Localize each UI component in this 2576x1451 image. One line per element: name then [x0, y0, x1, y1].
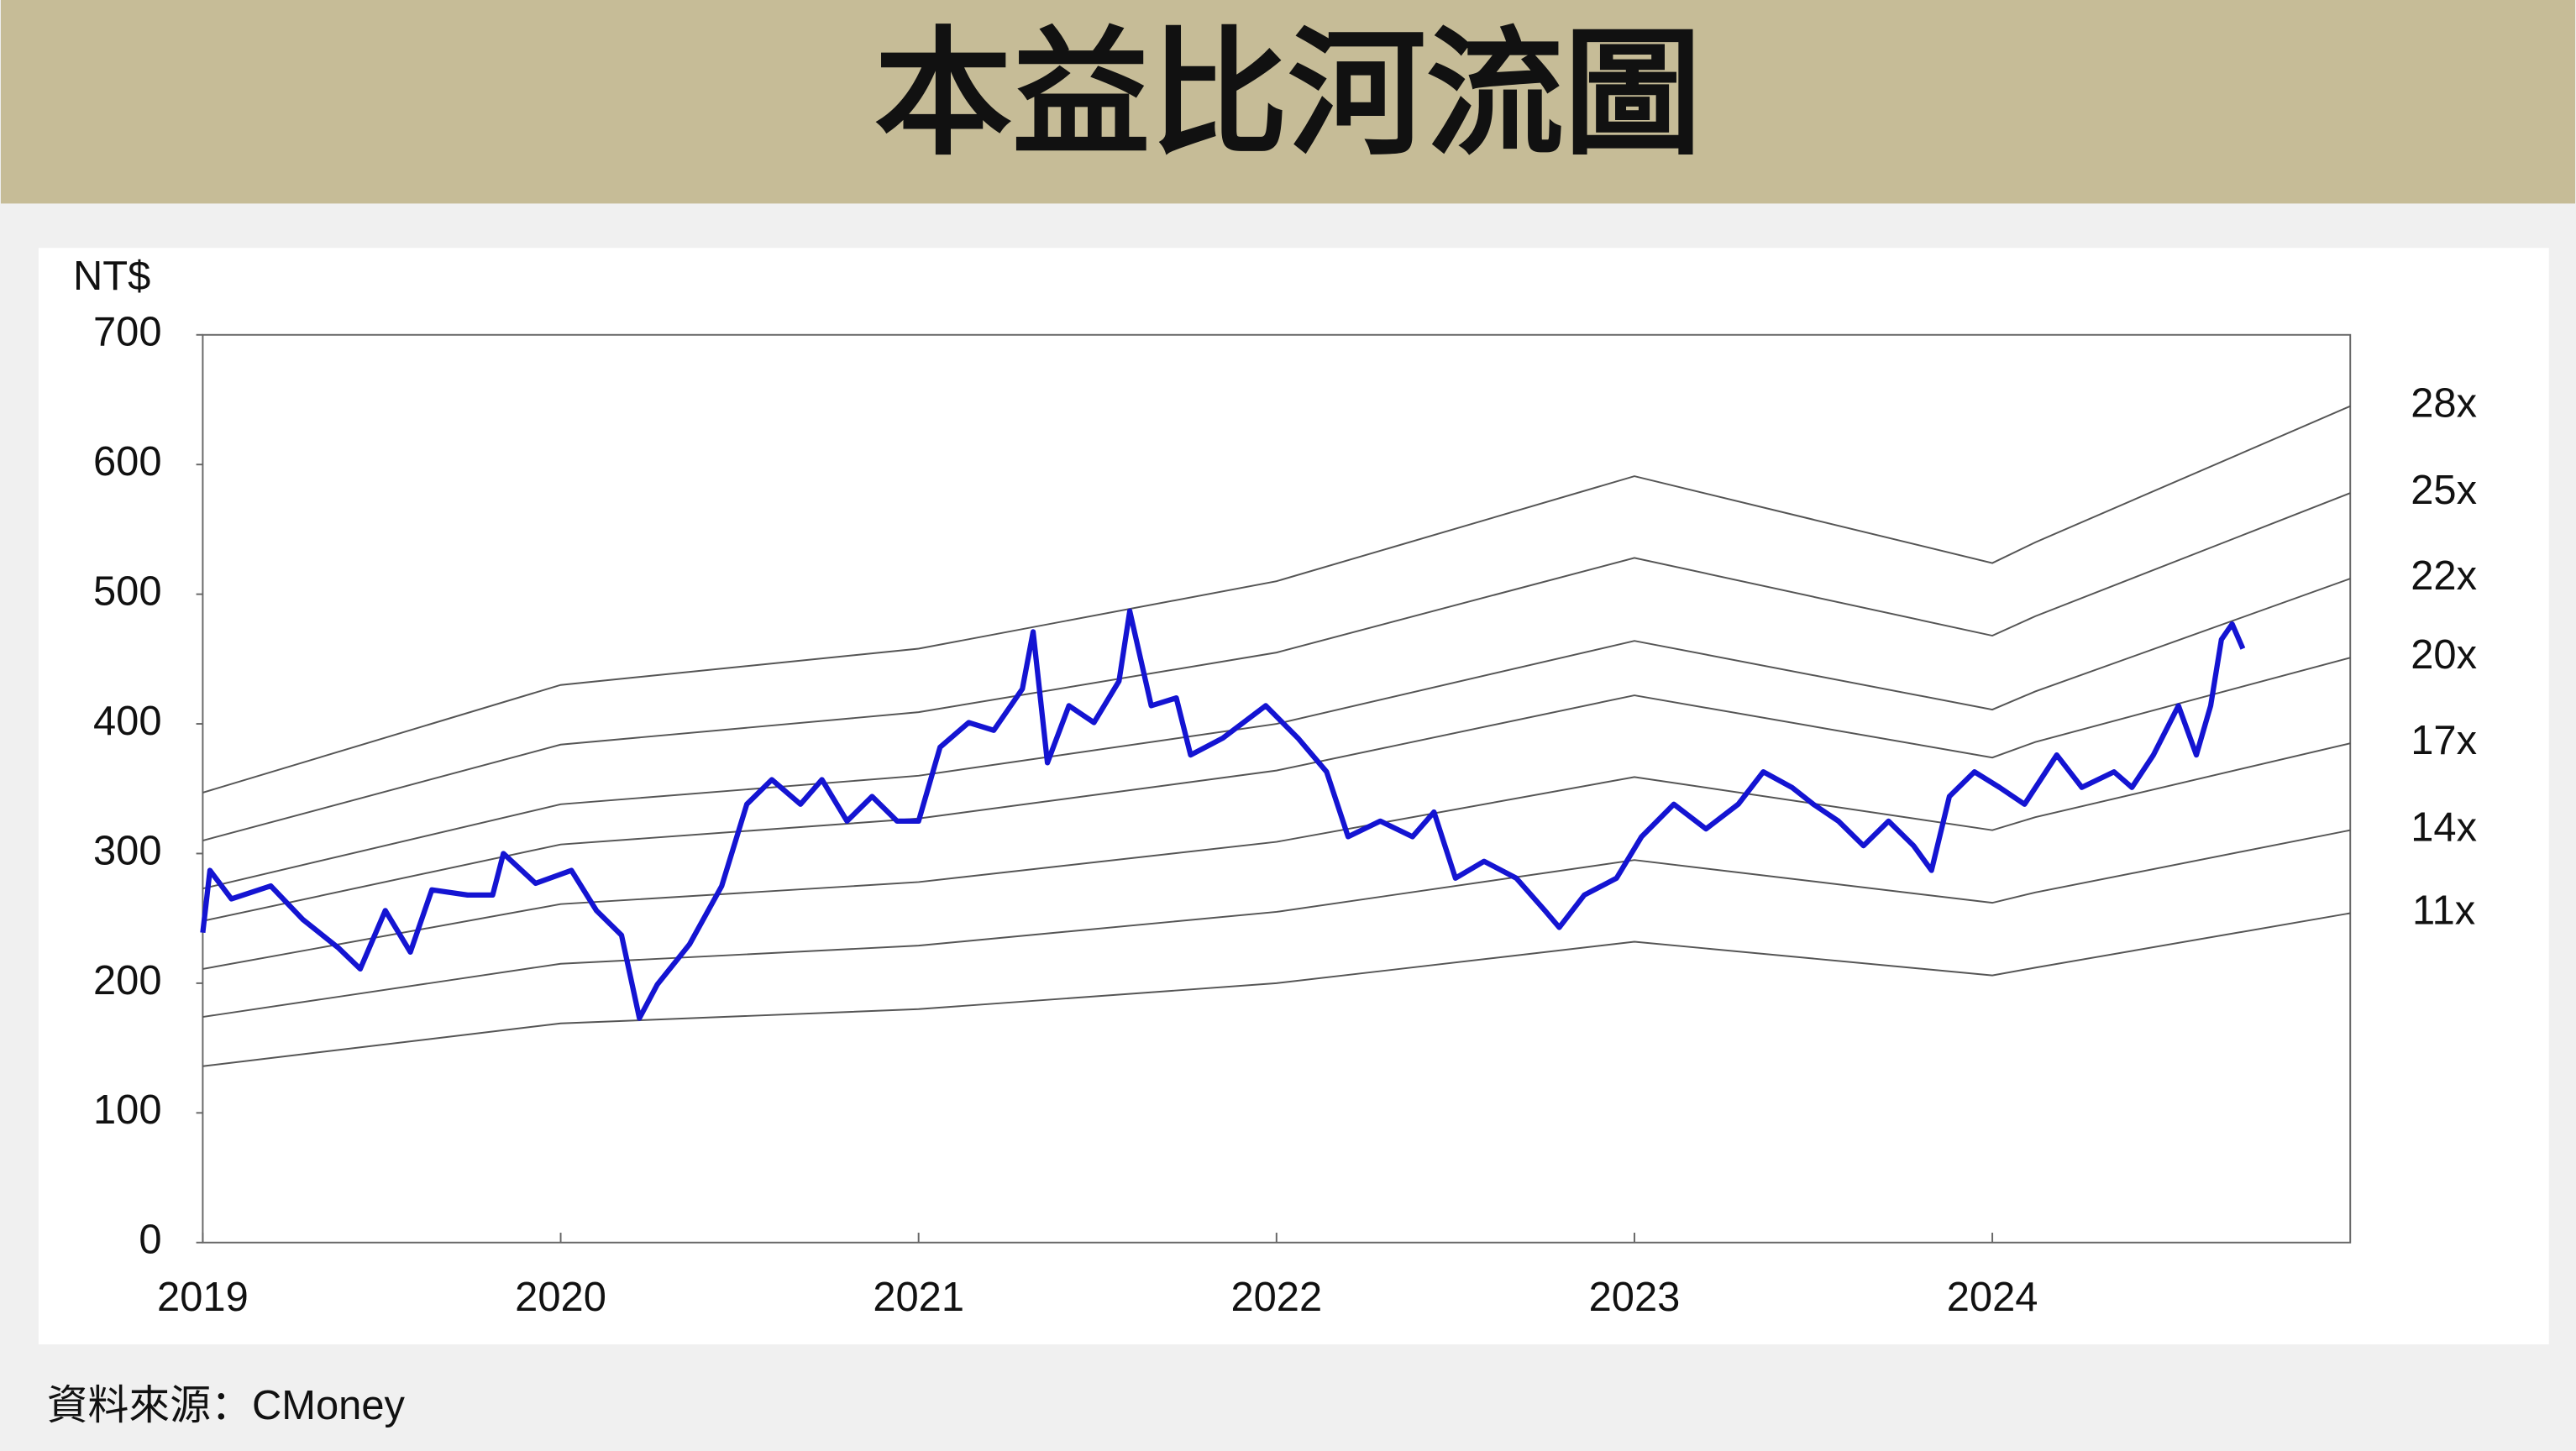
- x-tick-label: 2021: [873, 1275, 964, 1320]
- source-note: 資料來源：CMoney: [47, 1383, 406, 1428]
- y-tick-label: 500: [93, 569, 162, 615]
- chart-title: 本益比河流圖: [874, 16, 1702, 170]
- x-tick-label: 2024: [1947, 1275, 2038, 1320]
- pe-band-label: 11x: [2412, 888, 2475, 933]
- pe-band-line: [202, 492, 2351, 841]
- pe-band-label: 20x: [2411, 632, 2477, 678]
- y-tick-label: 600: [93, 439, 162, 485]
- pe-band-line: [202, 912, 2351, 1067]
- y-axis-label: NT$: [73, 254, 150, 299]
- chart-panel: [38, 248, 2549, 1344]
- pe-band-line: [202, 405, 2351, 794]
- y-tick-label: 400: [93, 699, 162, 744]
- y-tick-label: 700: [93, 310, 162, 355]
- y-tick-label: 0: [139, 1218, 161, 1263]
- pe-band-label: 17x: [2411, 718, 2477, 763]
- x-tick-label: 2019: [157, 1275, 249, 1320]
- y-tick-label: 300: [93, 828, 162, 873]
- pe-band-line: [202, 829, 2351, 1019]
- pe-band-line: [202, 657, 2351, 922]
- pe-band-label: 28x: [2411, 381, 2477, 427]
- x-tick-label: 2020: [515, 1275, 606, 1320]
- pe-band-label: 22x: [2411, 553, 2477, 599]
- x-tick-label: 2022: [1230, 1275, 1322, 1320]
- price-line: [200, 608, 2246, 1021]
- pe-band-line: [202, 578, 2351, 890]
- header-band: [0, 0, 2576, 204]
- y-tick-label: 200: [93, 958, 162, 1003]
- x-tick-label: 2023: [1589, 1275, 1681, 1320]
- pe-band-line: [202, 742, 2351, 970]
- pe-band-label: 14x: [2411, 805, 2477, 851]
- y-tick-label: 100: [93, 1087, 162, 1133]
- pe-band-label: 25x: [2411, 468, 2477, 513]
